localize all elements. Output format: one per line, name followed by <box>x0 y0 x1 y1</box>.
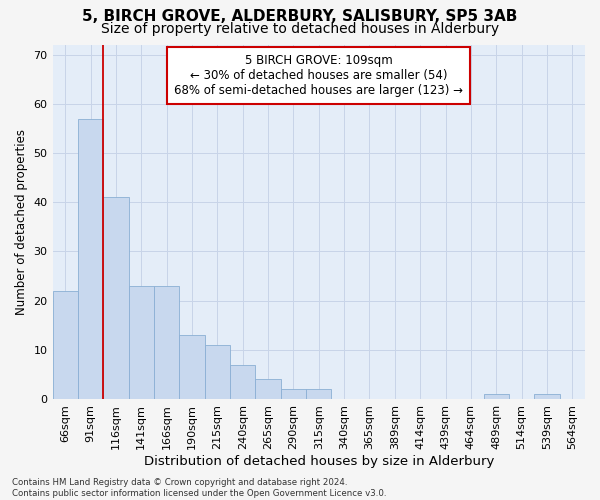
Bar <box>128 286 154 399</box>
Bar <box>179 335 205 399</box>
Bar <box>230 364 256 399</box>
X-axis label: Distribution of detached houses by size in Alderbury: Distribution of detached houses by size … <box>143 454 494 468</box>
Bar <box>484 394 509 399</box>
Bar <box>103 198 128 399</box>
Bar <box>281 389 306 399</box>
Bar <box>78 118 103 399</box>
Text: Contains HM Land Registry data © Crown copyright and database right 2024.
Contai: Contains HM Land Registry data © Crown c… <box>12 478 386 498</box>
Bar <box>53 291 78 399</box>
Bar <box>154 286 179 399</box>
Text: 5 BIRCH GROVE: 109sqm
← 30% of detached houses are smaller (54)
68% of semi-deta: 5 BIRCH GROVE: 109sqm ← 30% of detached … <box>174 54 463 97</box>
Bar <box>534 394 560 399</box>
Bar <box>256 380 281 399</box>
Text: 5, BIRCH GROVE, ALDERBURY, SALISBURY, SP5 3AB: 5, BIRCH GROVE, ALDERBURY, SALISBURY, SP… <box>82 9 518 24</box>
Y-axis label: Number of detached properties: Number of detached properties <box>15 129 28 315</box>
Bar <box>205 345 230 399</box>
Bar <box>306 389 331 399</box>
Text: Size of property relative to detached houses in Alderbury: Size of property relative to detached ho… <box>101 22 499 36</box>
